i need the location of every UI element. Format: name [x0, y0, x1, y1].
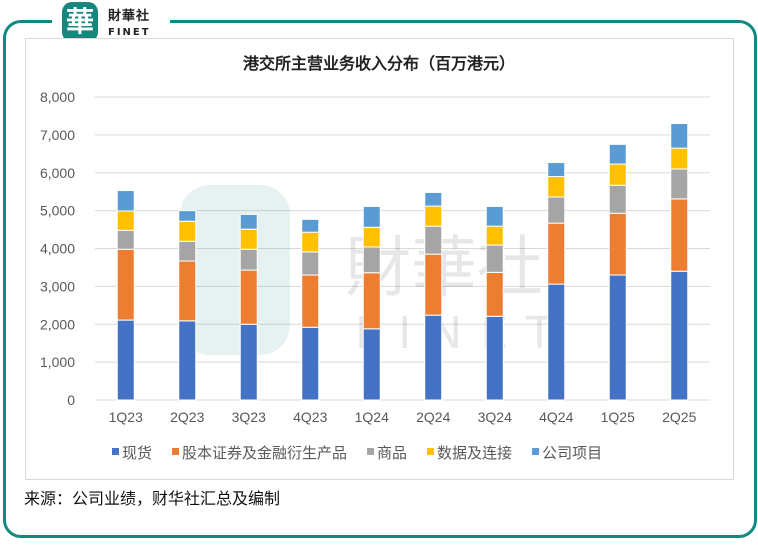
- bar-segment: [547, 176, 566, 198]
- y-tick-label: 2,000: [40, 316, 75, 332]
- y-tick-label: 0: [67, 392, 75, 408]
- bar-segment: [670, 147, 689, 170]
- bar-segment: [178, 210, 197, 222]
- legend-swatch: [172, 448, 180, 455]
- bar-segment: [670, 168, 689, 200]
- chart-title: 港交所主营业务收入分布（百万港元）: [242, 54, 515, 73]
- x-tick-label: 4Q24: [539, 409, 573, 425]
- bar-segment: [608, 184, 627, 214]
- brand-name-cn: 財華社: [108, 9, 151, 24]
- bar-segment: [239, 248, 258, 271]
- watermark-text: FINET: [355, 308, 571, 359]
- legend-swatch: [112, 448, 119, 455]
- x-tick-label: 1Q23: [109, 409, 143, 425]
- bar-segment: [239, 323, 258, 401]
- bar-segment: [608, 274, 627, 401]
- legend-swatch: [532, 448, 540, 455]
- y-tick-label: 7,000: [40, 127, 75, 143]
- bar-segment: [239, 228, 258, 250]
- bar-segment: [485, 244, 504, 273]
- x-tick-label: 1Q24: [355, 409, 389, 425]
- y-tick-label: 3,000: [40, 278, 75, 294]
- source-note: 来源：公司业绩，财华社汇总及编制: [24, 489, 281, 508]
- bar-segment: [116, 210, 135, 231]
- bar-segment: [116, 190, 135, 212]
- bar-segment: [485, 205, 504, 227]
- bar-segment: [239, 269, 258, 325]
- bar-segment: [608, 163, 627, 186]
- y-tick-label: 4,000: [40, 241, 75, 257]
- bar-segment: [178, 220, 197, 242]
- bar-segment: [608, 212, 627, 276]
- x-tick-label: 2Q23: [170, 409, 204, 425]
- bar-segment: [301, 326, 320, 401]
- bar-segment: [424, 205, 443, 227]
- bar-segment: [362, 328, 381, 401]
- bar-segment: [547, 162, 566, 178]
- bar-segment: [670, 198, 689, 272]
- bar-segment: [301, 251, 320, 276]
- legend-label: 商品: [377, 444, 407, 462]
- legend-label: 现货: [122, 444, 152, 462]
- bar-segment: [424, 314, 443, 401]
- bar-segment: [178, 260, 197, 322]
- bar-segment: [485, 315, 504, 401]
- bar-segment: [301, 231, 320, 253]
- bar-segment: [424, 191, 443, 207]
- bar-segment: [485, 271, 504, 317]
- bar-segment: [424, 253, 443, 316]
- bar-segment: [116, 229, 135, 250]
- x-tick-label: 3Q23: [232, 409, 266, 425]
- legend-swatch: [367, 448, 375, 455]
- legend-swatch: [427, 448, 435, 455]
- x-tick-label: 3Q24: [478, 409, 512, 425]
- bar-segment: [116, 319, 135, 401]
- bar-segment: [362, 205, 381, 228]
- bar-segment: [178, 240, 197, 262]
- bar-segment: [547, 222, 566, 285]
- legend-label: 股本证券及金融衍生产品: [182, 444, 347, 462]
- card-border: [3, 20, 757, 538]
- bar-segment: [547, 283, 566, 401]
- bar-segment: [547, 196, 566, 224]
- y-tick-label: 6,000: [40, 165, 75, 181]
- bar-segment: [116, 248, 135, 321]
- legend-label: 数据及连接: [437, 444, 512, 462]
- finet-logo-icon: 華: [62, 2, 98, 42]
- bar-segment: [301, 274, 320, 328]
- x-tick-label: 2Q24: [416, 409, 450, 425]
- bar-segment: [239, 213, 258, 230]
- watermark-logo-icon: [180, 185, 290, 355]
- legend-label: 公司项目: [542, 444, 602, 462]
- bar-segment: [362, 226, 381, 248]
- y-tick-label: 5,000: [40, 203, 75, 219]
- x-tick-label: 1Q25: [601, 409, 635, 425]
- y-tick-label: 1,000: [40, 354, 75, 370]
- bar-segment: [670, 270, 689, 401]
- bar-segment: [362, 246, 381, 274]
- bar-segment: [670, 123, 689, 149]
- x-tick-label: 2Q25: [662, 409, 696, 425]
- brand-name-en: FINET: [108, 27, 151, 38]
- y-tick-label: 8,000: [40, 89, 75, 105]
- bar-segment: [608, 143, 627, 165]
- bar-segment: [301, 218, 320, 233]
- bar-segment: [485, 225, 504, 246]
- x-tick-label: 4Q23: [293, 409, 327, 425]
- bar-segment: [362, 272, 381, 330]
- bar-segment: [424, 225, 443, 255]
- bar-segment: [178, 320, 197, 401]
